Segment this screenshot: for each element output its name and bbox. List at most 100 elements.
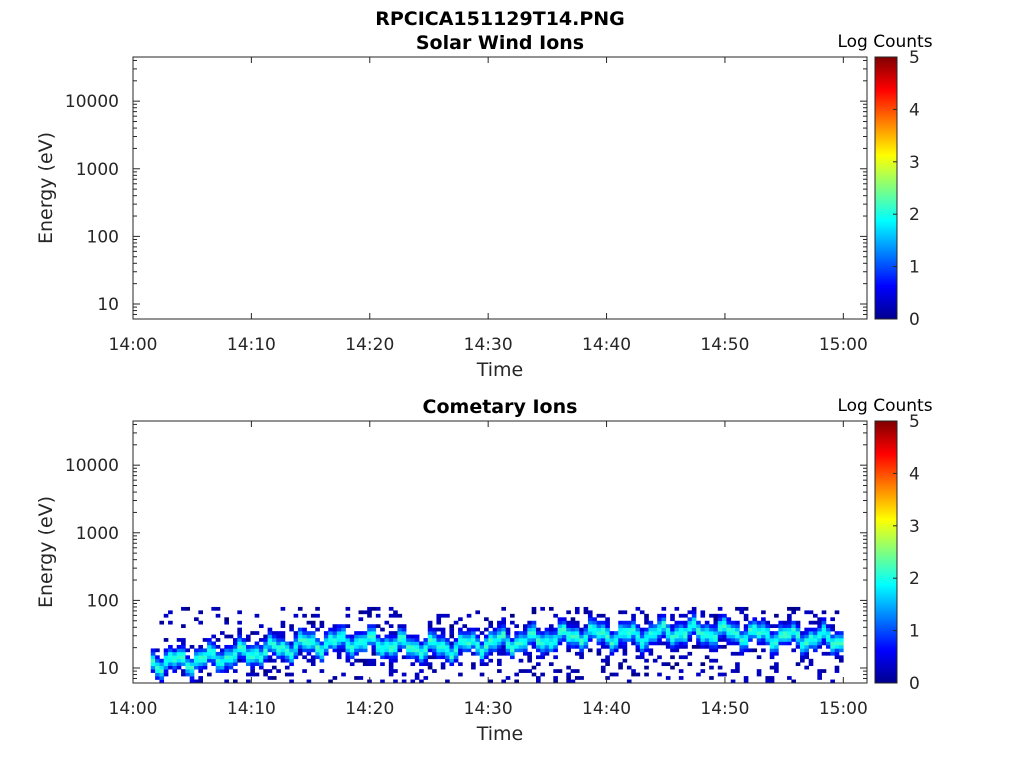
spectrogram-cell bbox=[336, 638, 342, 642]
spectrogram-cell bbox=[341, 672, 346, 677]
spectrogram-cell bbox=[574, 669, 580, 673]
spectrogram-cell bbox=[834, 651, 840, 656]
spectrogram-cell bbox=[462, 631, 468, 635]
spectrogram-cell bbox=[306, 631, 312, 635]
spectrogram-cell bbox=[375, 638, 381, 642]
spectrogram-cell bbox=[384, 634, 390, 639]
spectrogram-cell bbox=[527, 638, 532, 642]
spectrogram-cell bbox=[765, 638, 771, 642]
spectrogram-cell bbox=[150, 662, 156, 667]
spectrogram-cell bbox=[691, 631, 697, 635]
spectrogram-cell bbox=[683, 620, 688, 625]
spectrogram-cell bbox=[194, 617, 199, 622]
spectrogram-cell bbox=[826, 627, 831, 632]
spectrogram-cell bbox=[263, 648, 268, 653]
spectrogram-cell bbox=[362, 644, 368, 649]
spectrogram-cell bbox=[605, 662, 610, 667]
spectrogram-cell bbox=[332, 648, 338, 653]
spectrogram-cell bbox=[224, 679, 229, 684]
spectrogram-cell bbox=[510, 641, 515, 646]
x-axis-label: Time bbox=[476, 359, 524, 381]
spectrogram-cell bbox=[289, 624, 294, 628]
spectrogram-cell bbox=[661, 641, 667, 646]
y-axis-label: Energy (eV) bbox=[35, 496, 57, 608]
spectrogram-cell bbox=[237, 620, 242, 625]
spectrogram-cell bbox=[596, 620, 602, 625]
spectrogram-cell bbox=[821, 617, 827, 622]
spectrogram-cell bbox=[306, 634, 312, 639]
x-tick-label: 14:30 bbox=[464, 335, 513, 355]
spectrogram-cell bbox=[289, 658, 294, 663]
spectrogram-cell bbox=[639, 651, 645, 656]
spectrogram-cell bbox=[189, 662, 195, 667]
spectrogram-cell bbox=[756, 672, 762, 677]
spectrogram-cell bbox=[284, 665, 290, 670]
spectrogram-cell bbox=[336, 644, 342, 649]
spectrogram-cell bbox=[553, 648, 558, 653]
spectrogram-cell bbox=[440, 644, 446, 649]
spectrogram-cell bbox=[748, 620, 753, 625]
spectrogram-cell bbox=[207, 651, 212, 656]
spectrogram-cell bbox=[189, 676, 195, 680]
spectrogram-cell bbox=[458, 641, 463, 646]
spectrogram-cell bbox=[626, 638, 632, 642]
spectrogram-cell bbox=[579, 655, 584, 660]
spectrogram-cell bbox=[661, 631, 667, 635]
spectrogram-cell bbox=[566, 679, 571, 684]
spectrogram-cell bbox=[319, 648, 325, 653]
spectrogram-cell bbox=[432, 655, 437, 660]
spectrogram-cell bbox=[687, 620, 693, 625]
spectrogram-cell bbox=[302, 627, 307, 632]
spectrogram-cell bbox=[579, 634, 584, 639]
spectrogram-cell bbox=[787, 613, 792, 618]
spectrogram-cell bbox=[739, 648, 745, 653]
spectrogram-cell bbox=[323, 644, 329, 649]
spectrogram-cell bbox=[384, 655, 390, 660]
spectrogram-cell bbox=[384, 651, 390, 656]
spectrogram-cell bbox=[449, 627, 455, 632]
spectrogram-cell bbox=[540, 655, 545, 660]
spectrogram-cell bbox=[358, 634, 364, 639]
spectrogram-cell bbox=[267, 627, 273, 632]
spectrogram-cell bbox=[207, 641, 212, 646]
spectrogram-cell bbox=[501, 638, 506, 642]
spectrogram-cell bbox=[315, 606, 320, 611]
colorbar-tick-label: 5 bbox=[909, 412, 920, 432]
spectrogram-cell bbox=[704, 631, 710, 635]
spectrogram-cell bbox=[613, 631, 619, 635]
spectrogram-cell bbox=[393, 648, 398, 653]
spectrogram-cell bbox=[622, 634, 628, 639]
spectrogram-cell bbox=[466, 644, 472, 649]
spectrogram-cell bbox=[349, 641, 355, 646]
spectrogram-cell bbox=[406, 655, 411, 660]
spectrogram-cell bbox=[821, 669, 827, 673]
spectrogram-cell bbox=[834, 610, 840, 615]
spectrogram-cell bbox=[787, 617, 792, 622]
spectrogram-cell bbox=[315, 627, 320, 632]
spectrogram-cell bbox=[215, 606, 221, 611]
spectrogram-cell bbox=[233, 638, 238, 642]
spectrogram-cell bbox=[514, 648, 519, 653]
spectrogram-cell bbox=[254, 662, 260, 667]
spectrogram-cell bbox=[198, 669, 203, 673]
spectrogram-cell bbox=[284, 672, 290, 677]
spectrogram-cell bbox=[367, 662, 372, 667]
spectrogram-cell bbox=[830, 651, 835, 656]
spectrogram-cell bbox=[315, 655, 320, 660]
spectrogram-cell bbox=[540, 641, 545, 646]
spectrogram-cell bbox=[795, 606, 801, 611]
spectrogram-cell bbox=[683, 634, 688, 639]
spectrogram-cell bbox=[540, 648, 545, 653]
spectrogram-cell bbox=[233, 679, 238, 684]
spectrogram-cell bbox=[505, 634, 511, 639]
spectrogram-cell bbox=[185, 648, 191, 653]
spectrogram-cell bbox=[782, 641, 788, 646]
spectrogram-cell bbox=[427, 644, 433, 649]
spectrogram-cell bbox=[808, 644, 814, 649]
spectrogram-cell bbox=[735, 638, 740, 642]
spectrogram-cell bbox=[735, 606, 740, 611]
spectrogram-cell bbox=[397, 641, 403, 646]
spectrogram-cell bbox=[263, 638, 268, 642]
spectrogram-cell bbox=[765, 631, 771, 635]
spectrogram-cell bbox=[665, 627, 671, 632]
